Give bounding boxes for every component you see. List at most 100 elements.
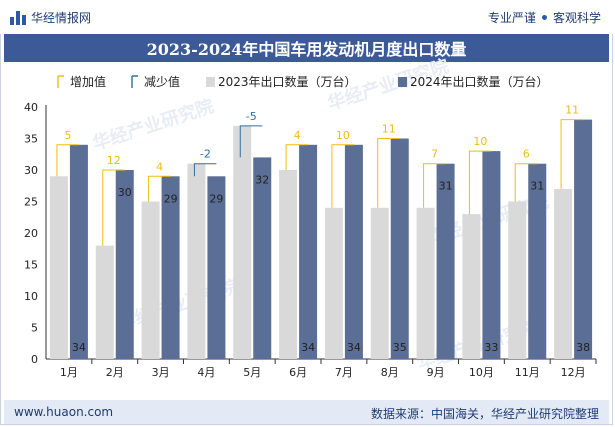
- bar-2023: [233, 125, 252, 360]
- bar-2023: [279, 170, 298, 359]
- bar-2024: [161, 176, 180, 359]
- x-tick-label: 3月: [152, 366, 170, 379]
- y-tick-label: 10: [24, 290, 38, 303]
- change-label: 4: [156, 160, 163, 173]
- change-label: -5: [246, 110, 257, 123]
- y-tick-label: 15: [24, 259, 38, 272]
- change-bracket: [285, 144, 309, 170]
- legend-label-3: 2024年出口数量（万台）: [410, 74, 549, 89]
- footer-source: 数据来源：中国海关，华经产业研究院整理: [370, 407, 599, 421]
- bar-2023: [141, 201, 160, 359]
- x-tick-label: 6月: [289, 366, 307, 379]
- x-tick-label: 7月: [335, 366, 353, 379]
- y-tick-label: 40: [24, 101, 38, 114]
- change-bracket: [331, 144, 354, 208]
- change-bracket: [102, 169, 125, 246]
- bar-2023: [554, 188, 573, 359]
- change-label: 11: [382, 123, 396, 136]
- bar-2023: [324, 207, 343, 359]
- bar-2024: [207, 176, 226, 359]
- bar-2023: [416, 207, 435, 359]
- bar-2024: [69, 144, 88, 359]
- legend-label-1: 减少值: [144, 74, 180, 89]
- bar-2023: [187, 163, 206, 359]
- brand-name: 华经情报网: [31, 11, 92, 25]
- data-label-2024: 31: [439, 180, 453, 193]
- x-tick-label: 4月: [197, 366, 215, 379]
- y-tick-label: 5: [31, 322, 38, 335]
- change-label: 10: [473, 135, 487, 148]
- bar-2024: [344, 144, 363, 359]
- legend-swatch-s24: [398, 77, 407, 87]
- chart-title: 2023-2024年中国车用发动机月度出口数量: [146, 40, 467, 59]
- change-label: 6: [523, 148, 530, 161]
- change-label: 10: [336, 129, 350, 142]
- change-bracket: [56, 144, 79, 177]
- x-tick-label: 2月: [106, 366, 124, 379]
- data-label-2024: 33: [484, 341, 498, 354]
- bar-2023: [462, 214, 481, 359]
- legend-swatch-s23: [206, 77, 215, 87]
- data-label-2024: 34: [72, 341, 86, 354]
- y-tick-label: 30: [24, 164, 38, 177]
- title-bar: 2023-2024年中国车用发动机月度出口数量: [4, 34, 609, 62]
- change-bracket: [193, 163, 217, 177]
- footer-url: www.huaon.com: [14, 405, 114, 419]
- y-tick-label: 0: [31, 353, 38, 366]
- x-tick-label: 5月: [243, 366, 261, 379]
- watermark-0: 华经产业研究院: [90, 95, 217, 155]
- change-bracket: [423, 163, 446, 208]
- change-label: 7: [431, 148, 438, 161]
- tag-objective: 客观科学: [552, 11, 601, 25]
- tag-professional: 专业严谨: [487, 11, 536, 25]
- y-tick-label: 25: [24, 196, 38, 209]
- header-bar: 华经情报网 专业严谨 客观科学: [0, 0, 615, 34]
- bar-2024: [299, 144, 318, 359]
- change-bracket: [468, 150, 492, 215]
- change-bracket: [560, 119, 584, 189]
- x-tick-label: 12月: [561, 366, 586, 379]
- data-label-2024: 34: [301, 341, 315, 354]
- data-label-2024: 29: [164, 192, 178, 205]
- bar-2024: [390, 138, 409, 359]
- bar-2023: [370, 207, 389, 359]
- x-tick-label: 1月: [60, 366, 78, 379]
- data-label-2024: 32: [255, 173, 269, 186]
- y-tick-label: 35: [24, 133, 38, 146]
- data-label-2024: 35: [393, 341, 407, 354]
- legend-label-2: 2023年出口数量（万台）: [218, 74, 357, 89]
- bar-2023: [49, 176, 68, 359]
- legend-increase-swatch: [57, 75, 64, 88]
- bar-2024: [253, 157, 272, 359]
- change-label: 5: [64, 129, 71, 142]
- legend-decrease-swatch: [131, 75, 138, 88]
- footer-bar: www.huaon.com 数据来源：中国海关，华经产业研究院整理: [4, 400, 609, 424]
- change-label: 12: [107, 154, 121, 167]
- bar-2024: [436, 163, 455, 359]
- bar-2024: [528, 163, 547, 359]
- bar-2024: [115, 170, 134, 359]
- bar-2023: [508, 201, 527, 359]
- x-tick-label: 9月: [427, 366, 445, 379]
- y-tick-label: 20: [24, 227, 38, 240]
- data-label-2024: 31: [530, 180, 544, 193]
- x-tick-label: 11月: [515, 366, 540, 379]
- dot-separator-icon: [541, 15, 547, 20]
- bar-2024: [574, 119, 593, 359]
- x-tick-label: 10月: [469, 366, 494, 379]
- change-label: -2: [200, 148, 211, 161]
- change-bracket: [514, 163, 538, 202]
- brand-logo: 华经情报网: [10, 9, 91, 26]
- header-tags: 专业严谨 客观科学: [488, 9, 601, 26]
- bar-2024: [482, 151, 501, 359]
- change-bracket: [148, 175, 171, 202]
- change-bracket: [239, 125, 263, 158]
- legend-label-0: 增加值: [70, 74, 106, 89]
- data-label-2024: 29: [209, 192, 223, 205]
- data-label-2024: 38: [576, 341, 590, 354]
- change-label: 4: [294, 129, 301, 142]
- bar-chart-icon: [10, 10, 26, 25]
- change-bracket: [377, 138, 400, 208]
- x-tick-label: 8月: [381, 366, 399, 379]
